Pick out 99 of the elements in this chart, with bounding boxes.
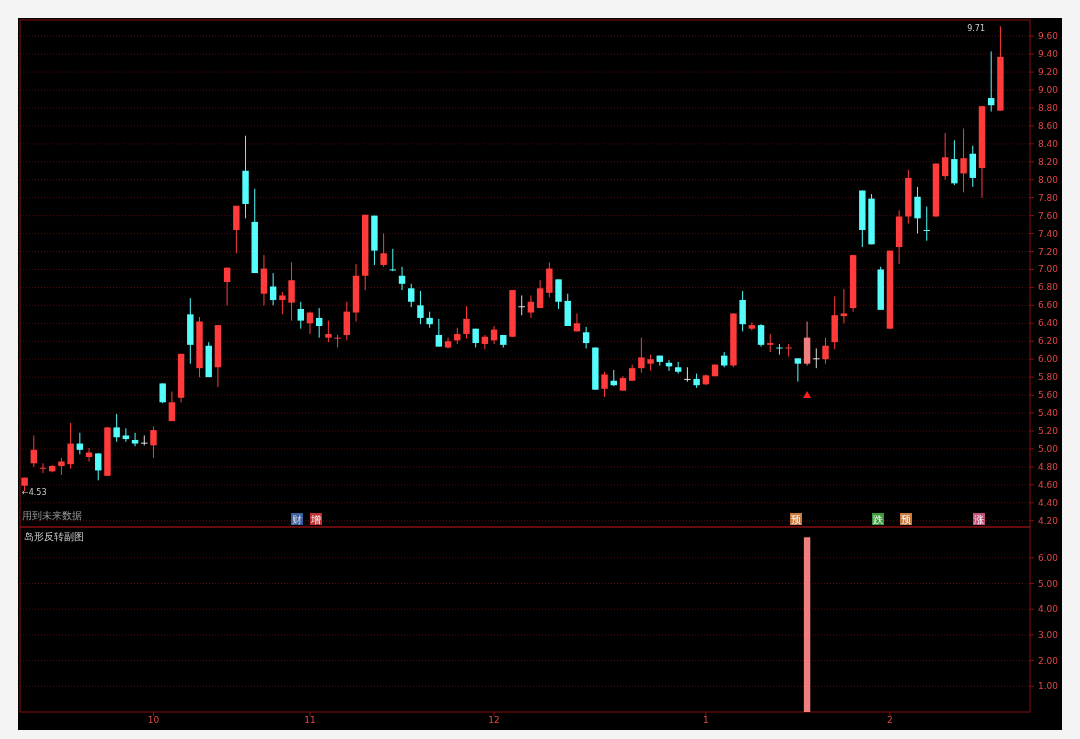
annotation: ←4.53 bbox=[22, 488, 47, 497]
candlestick bbox=[150, 426, 157, 459]
candlestick bbox=[518, 294, 525, 316]
y-tick-label: 3.00 bbox=[1038, 629, 1059, 640]
candlestick bbox=[960, 128, 967, 193]
y-tick-label: 9.20 bbox=[1038, 67, 1059, 78]
candlestick bbox=[813, 347, 820, 369]
candlestick bbox=[159, 382, 166, 404]
candlestick bbox=[536, 279, 544, 309]
y-tick-label: 2.00 bbox=[1038, 655, 1059, 666]
y-tick-label: 8.40 bbox=[1038, 138, 1059, 149]
candlestick bbox=[380, 233, 387, 268]
y-tick-label: 1.00 bbox=[1038, 681, 1059, 692]
y-tick-label: 4.00 bbox=[1038, 604, 1059, 615]
candlestick bbox=[463, 305, 470, 340]
candlestick bbox=[297, 301, 304, 330]
y-tick-label: 5.80 bbox=[1038, 372, 1059, 383]
candlestick bbox=[582, 326, 590, 349]
candlestick bbox=[398, 266, 406, 291]
candlestick bbox=[113, 413, 120, 443]
candlestick bbox=[923, 206, 930, 242]
candlestick bbox=[223, 267, 231, 306]
y-tick-label: 5.20 bbox=[1038, 425, 1059, 436]
candlestick bbox=[343, 301, 351, 341]
x-tick-label: 11 bbox=[304, 715, 316, 725]
candlestick bbox=[417, 290, 424, 325]
candlestick bbox=[30, 434, 38, 468]
chart-title: 岛形反转副图 bbox=[24, 531, 84, 542]
y-tick-label: 8.20 bbox=[1038, 156, 1059, 167]
candlestick bbox=[76, 432, 84, 455]
y-tick-label: 6.40 bbox=[1038, 318, 1059, 329]
candlestick bbox=[822, 337, 829, 365]
y-tick-label: 8.00 bbox=[1038, 174, 1059, 185]
candlestick bbox=[389, 248, 397, 272]
y-tick-label: 4.40 bbox=[1038, 497, 1059, 508]
y-tick-label: 6.20 bbox=[1038, 336, 1059, 347]
candlestick bbox=[435, 318, 443, 348]
y-tick-label: 4.80 bbox=[1038, 461, 1059, 472]
y-tick-label: 7.40 bbox=[1038, 228, 1059, 239]
candlestick bbox=[288, 261, 295, 322]
candlestick bbox=[95, 452, 102, 481]
y-tick-label: 5.00 bbox=[1038, 578, 1059, 589]
y-tick-label: 4.20 bbox=[1038, 515, 1059, 526]
annotation: 预 bbox=[901, 514, 911, 525]
candlestick bbox=[638, 337, 645, 374]
y-tick-label: 6.00 bbox=[1038, 354, 1059, 365]
x-tick-label: 12 bbox=[488, 715, 500, 725]
y-tick-label: 4.60 bbox=[1038, 479, 1059, 490]
annotation: 跌 bbox=[873, 514, 883, 525]
y-tick-label: 5.40 bbox=[1038, 408, 1059, 419]
y-tick-label: 6.00 bbox=[1038, 552, 1059, 563]
annotation: 涨 bbox=[974, 514, 984, 525]
candlestick bbox=[269, 272, 277, 306]
y-tick-label: 9.60 bbox=[1038, 31, 1059, 42]
candlestick bbox=[39, 462, 47, 474]
candlestick bbox=[555, 278, 562, 310]
candlestick bbox=[168, 391, 176, 422]
candlestick bbox=[941, 132, 949, 181]
candlestick bbox=[785, 343, 792, 357]
annotation: 财 bbox=[292, 514, 302, 525]
y-tick-label: 7.60 bbox=[1038, 210, 1059, 221]
y-tick-label: 7.80 bbox=[1038, 192, 1059, 203]
candlestick bbox=[987, 50, 995, 113]
annotation: 增 bbox=[310, 514, 321, 525]
y-tick-label: 5.60 bbox=[1038, 390, 1059, 401]
y-tick-label: 8.60 bbox=[1038, 120, 1059, 131]
x-tick-label: 1 bbox=[702, 715, 709, 725]
candlestick bbox=[914, 186, 921, 235]
y-tick-label: 5.00 bbox=[1038, 443, 1059, 454]
candlestick bbox=[67, 422, 74, 470]
y-tick-label: 6.60 bbox=[1038, 300, 1059, 311]
candlestick bbox=[573, 312, 581, 332]
annotation: 9.71 bbox=[967, 24, 985, 33]
candlestick bbox=[757, 323, 765, 348]
y-tick-label: 8.80 bbox=[1038, 102, 1059, 113]
candlestick bbox=[840, 288, 848, 324]
candlestick bbox=[776, 343, 783, 356]
annotation: 用到未来数据 bbox=[22, 510, 82, 521]
y-tick-label: 7.00 bbox=[1038, 264, 1059, 275]
y-tick-label: 6.80 bbox=[1038, 282, 1059, 293]
annotation: 预 bbox=[791, 514, 801, 525]
candlestick bbox=[527, 294, 535, 319]
y-tick-label: 9.40 bbox=[1038, 49, 1059, 60]
candlestick bbox=[141, 434, 148, 446]
candlestick bbox=[794, 357, 802, 383]
x-tick-label: 10 bbox=[147, 715, 160, 725]
candlestick bbox=[279, 291, 286, 315]
candlestick bbox=[325, 320, 332, 343]
y-tick-label: 9.00 bbox=[1038, 84, 1059, 95]
candlestick bbox=[408, 283, 415, 308]
candlestick bbox=[684, 366, 691, 383]
y-tick-label: 7.20 bbox=[1038, 246, 1059, 257]
candlestick bbox=[334, 334, 341, 349]
candlestick bbox=[131, 432, 139, 447]
candlestick bbox=[122, 427, 130, 443]
candlestick bbox=[601, 371, 608, 398]
x-tick-label: 2 bbox=[887, 715, 893, 725]
candlestick bbox=[481, 334, 489, 350]
candlestick bbox=[315, 307, 323, 339]
